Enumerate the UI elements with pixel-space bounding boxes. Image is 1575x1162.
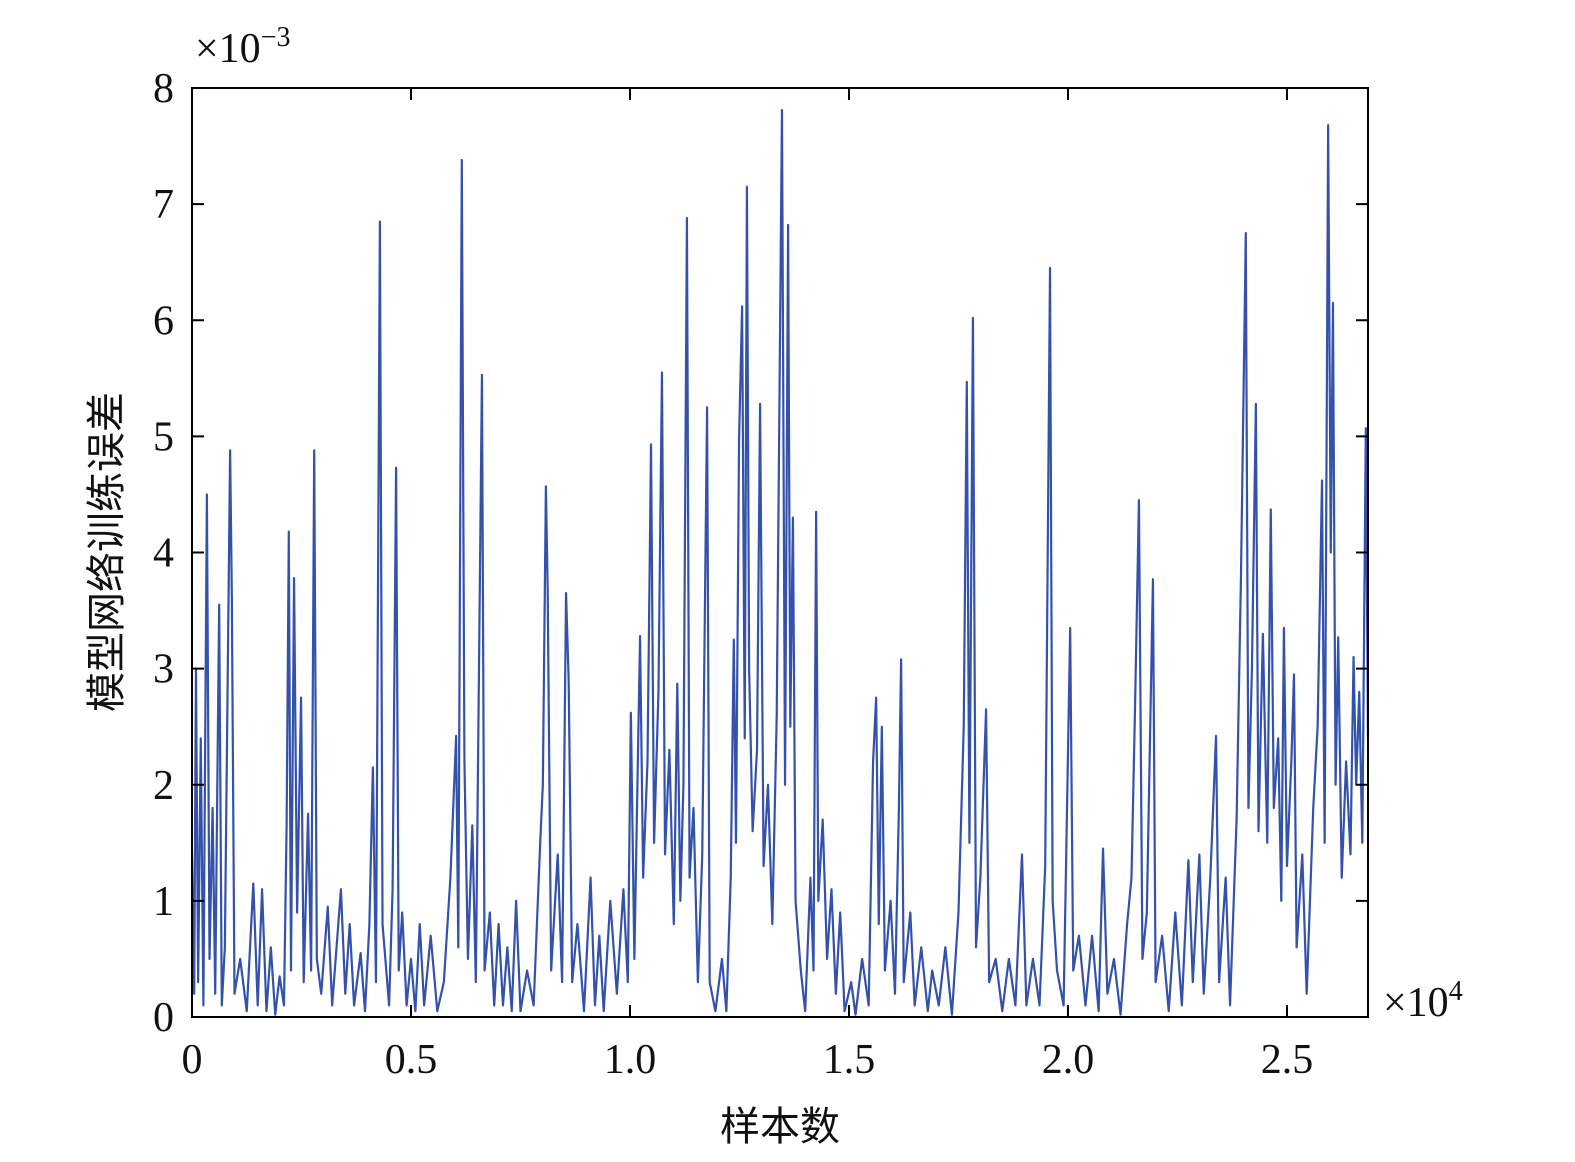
x-multiplier: ×104 xyxy=(1383,976,1463,1026)
y-multiplier: ×10−3 xyxy=(195,22,290,72)
y-tick-label: 8 xyxy=(153,66,174,112)
y-tick-label: 5 xyxy=(153,414,174,460)
y-multiplier-exponent: −3 xyxy=(261,22,291,53)
y-tick-label: 4 xyxy=(153,531,174,577)
y-tick-label: 6 xyxy=(153,298,174,344)
x-multiplier-exponent: 4 xyxy=(1449,976,1463,1007)
y-multiplier-base: ×10 xyxy=(195,26,261,72)
y-axis-label: 模型网络训练误差 xyxy=(84,392,130,712)
x-tick-label: 2.5 xyxy=(1261,1037,1314,1083)
x-axis-label: 样本数 xyxy=(720,1104,840,1150)
y-tick-label: 1 xyxy=(153,879,174,925)
y-tick-label: 7 xyxy=(153,182,174,228)
data-line xyxy=(190,108,1370,1016)
y-tick-label: 2 xyxy=(153,763,174,809)
x-tick-label: 1.0 xyxy=(604,1037,657,1083)
y-tick-label: 3 xyxy=(153,647,174,693)
x-tick-label: 2.0 xyxy=(1042,1037,1095,1083)
x-tick-label: 0 xyxy=(182,1037,203,1083)
x-tick-label: 1.5 xyxy=(823,1037,876,1083)
x-multiplier-base: ×10 xyxy=(1383,980,1449,1026)
y-tick-label: 0 xyxy=(153,995,174,1041)
x-tick-label: 0.5 xyxy=(385,1037,438,1083)
